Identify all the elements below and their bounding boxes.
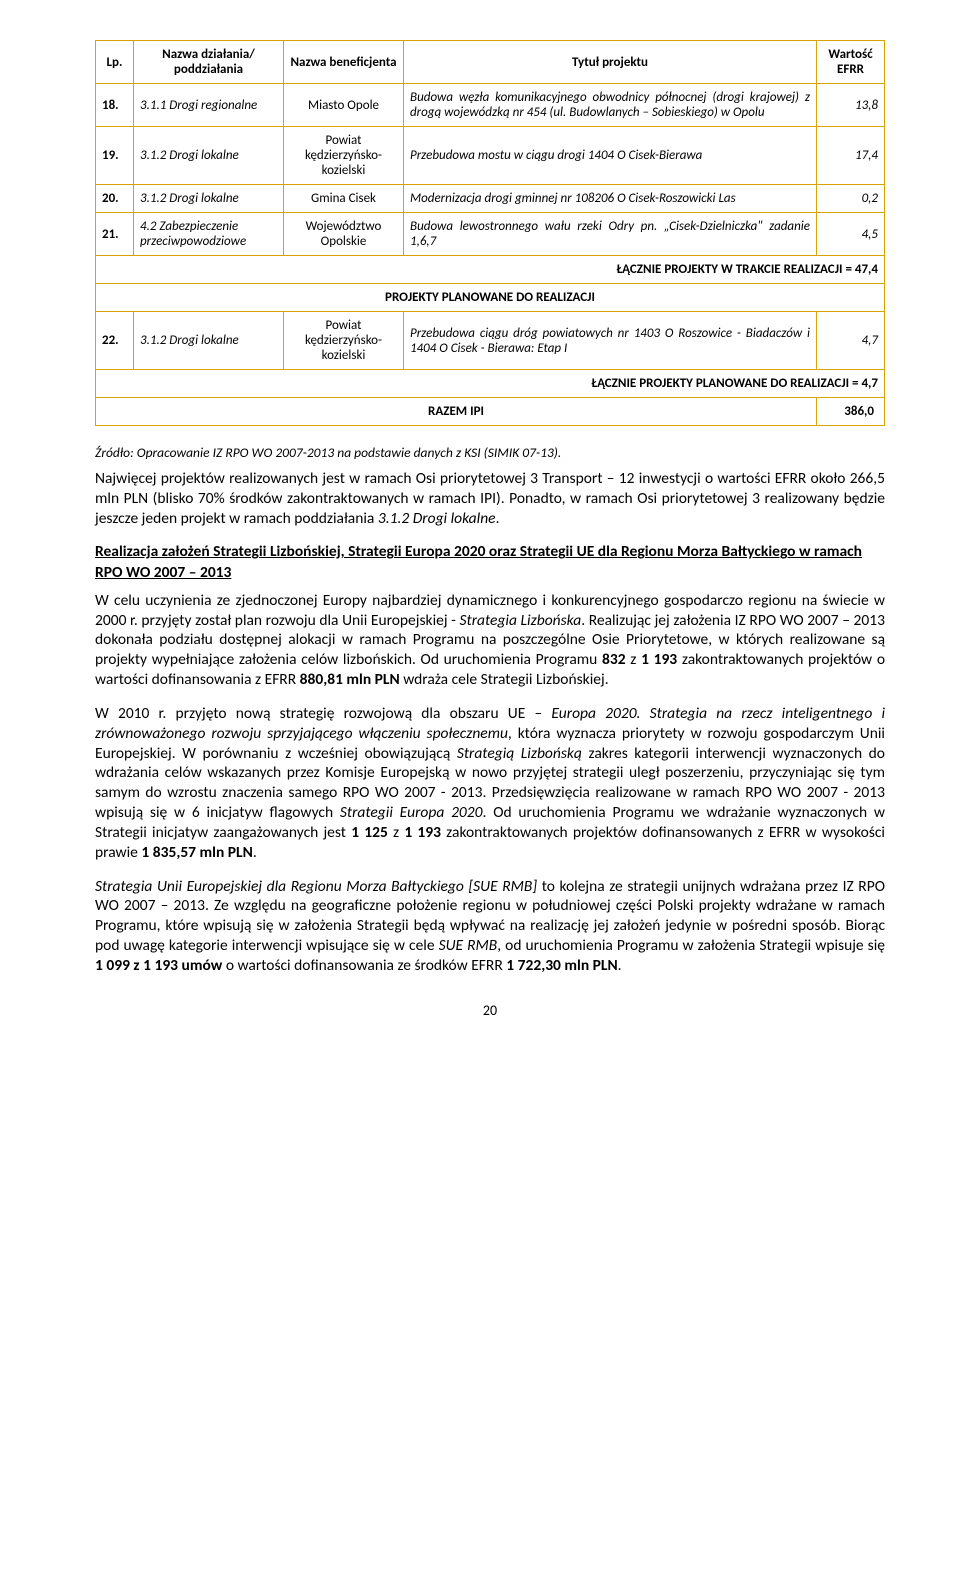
cell-lp: 18. [96,84,134,127]
sum-row-trakcie: ŁĄCZNIE PROJEKTY W TRAKCIE REALIZACJI = … [96,256,885,284]
dzialanie-text: 3.1.2 Drogi lokalne [140,148,239,163]
cell-wartosc: 13,8 [817,84,885,127]
cell-beneficjent: Województwo Opolskie [284,213,404,256]
para3-h: 1 125 [351,823,388,842]
dzialanie-text: 3.1.1 Drogi regionalne [140,98,257,113]
page-container: Lp. Nazwa działania/ poddziałania Nazwa … [0,0,960,1059]
th-tytul: Tytuł projektu [404,41,817,84]
cell-wartosc: 4,7 [817,312,885,370]
cell-dzialanie: 3.1.1 Drogi regionalne [134,84,284,127]
cell-wartosc: 4,5 [817,213,885,256]
para1-c: . [496,509,500,528]
sum-trakcie: ŁĄCZNIE PROJEKTY W TRAKCIE REALIZACJI = … [96,256,885,284]
cell-beneficjent: Gmina Cisek [284,185,404,213]
para3-f: Strategii Europa 2020 [340,803,483,822]
para2-h: 880,81 mln PLN [300,670,400,689]
para4-h: . [618,956,622,975]
para2-b: Strategia Lizbońska [460,611,582,630]
para-2: W celu uczynienia ze zjednoczonej Europy… [95,591,885,690]
table-row: 19. 3.1.2 Drogi lokalne Powiat kędzierzy… [96,127,885,185]
cell-tytul: Budowa lewostronnego wału rzeki Odry pn.… [404,213,817,256]
cell-tytul: Przebudowa mostu w ciągu drogi 1404 O Ci… [404,127,817,185]
source-line: Źródło: Opracowanie IZ RPO WO 2007-2013 … [95,444,885,461]
sum-planowane: ŁĄCZNIE PROJEKTY PLANOWANE DO REALIZACJI… [96,370,885,398]
cell-dzialanie: 4.2 Zabezpieczenie przeciwpowodziowe [134,213,284,256]
table-header-row: Lp. Nazwa działania/ poddziałania Nazwa … [96,41,885,84]
cell-dzialanie: 3.1.2 Drogi lokalne [134,312,284,370]
cell-tytul: Przebudowa ciągu dróg powiatowych nr 140… [404,312,817,370]
para1-b: 3.1.2 Drogi lokalne [378,509,496,528]
dzialanie-text: 3.1.2 Drogi lokalne [140,191,239,206]
th-dzialanie: Nazwa działania/ poddziałania [134,41,284,84]
cell-lp: 22. [96,312,134,370]
para3-d: Strategią Lizbońską [457,744,582,763]
table-row: 18. 3.1.1 Drogi regionalne Miasto Opole … [96,84,885,127]
th-wartosc: Wartość EFRR [817,41,885,84]
section-planowane: PROJEKTY PLANOWANE DO REALIZACJI [96,284,885,312]
projects-table: Lp. Nazwa działania/ poddziałania Nazwa … [95,40,885,426]
page-number: 20 [95,1002,885,1019]
th-beneficjent: Nazwa beneficjenta [284,41,404,84]
cell-wartosc: 0,2 [817,185,885,213]
source-text: Źródło: Opracowanie IZ RPO WO 2007-2013 … [95,444,561,461]
para2-d: 832 [602,650,626,669]
sum-row-planowane: ŁĄCZNIE PROJEKTY PLANOWANE DO REALIZACJI… [96,370,885,398]
cell-lp: 19. [96,127,134,185]
th-lp: Lp. [96,41,134,84]
cell-beneficjent: Miasto Opole [284,84,404,127]
para3-j: 1 193 [404,823,441,842]
para4-f: o wartości dofinansowania ze środków EFR… [222,956,506,975]
para-4: Strategia Unii Europejskiej dla Regionu … [95,877,885,976]
razem-label: RAZEM IPI [96,398,817,426]
para3-m: . [253,843,257,862]
para-3: W 2010 r. przyjęto nową strategię rozwoj… [95,704,885,863]
table-row: 21. 4.2 Zabezpieczenie przeciwpowodziowe… [96,213,885,256]
cell-beneficjent: Powiat kędzierzyńsko-kozielski [284,127,404,185]
para3-l: 1 835,57 mln PLN [141,843,252,862]
cell-beneficjent: Powiat kędzierzyńsko-kozielski [284,312,404,370]
dzialanie-text: 3.1.2 Drogi lokalne [140,333,239,348]
section-heading: Realizacja założeń Strategii Lizbońskiej… [95,542,885,582]
para4-d: , od uruchomienia Programu w założenia S… [497,936,885,955]
para4-g: 1 722,30 mln PLN [506,956,617,975]
razem-row: RAZEM IPI 386,0 [96,398,885,426]
cell-tytul: Budowa węzła komunikacyjnego obwodnicy p… [404,84,817,127]
cell-wartosc: 17,4 [817,127,885,185]
cell-dzialanie: 3.1.2 Drogi lokalne [134,127,284,185]
cell-tytul: Modernizacja drogi gminnej nr 108206 O C… [404,185,817,213]
para2-e: z [626,650,641,669]
section-row-planowane: PROJEKTY PLANOWANE DO REALIZACJI [96,284,885,312]
table-row: 22. 3.1.2 Drogi lokalne Powiat kędzierzy… [96,312,885,370]
cell-lp: 20. [96,185,134,213]
para2-f: 1 193 [641,650,677,669]
dzialanie-text: 4.2 Zabezpieczenie przeciwpowodziowe [140,219,246,249]
para4-a: Strategia Unii Europejskiej dla Regionu … [95,877,537,896]
para3-a: W 2010 r. przyjęto nową strategię rozwoj… [95,704,551,723]
table-row: 20. 3.1.2 Drogi lokalne Gmina Cisek Mode… [96,185,885,213]
cell-dzialanie: 3.1.2 Drogi lokalne [134,185,284,213]
para2-i: wdraża cele Strategii Lizbońskiej. [400,670,609,689]
para4-c: SUE RMB [439,936,498,955]
para4-e: 1 099 z 1 193 umów [95,956,222,975]
cell-lp: 21. [96,213,134,256]
razem-value: 386,0 [817,398,885,426]
para-1: Najwięcej projektów realizowanych jest w… [95,469,885,528]
para3-i: z [388,823,405,842]
